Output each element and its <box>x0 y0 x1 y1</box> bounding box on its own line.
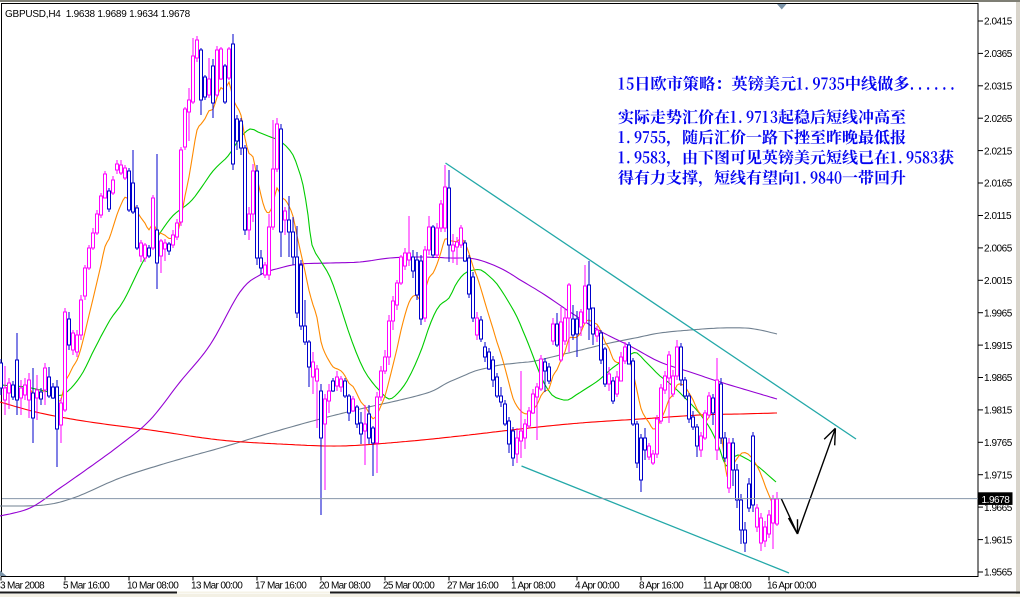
svg-text:20 Mar 08:00: 20 Mar 08:00 <box>319 581 371 592</box>
svg-text:16 Apr 00:00: 16 Apr 00:00 <box>767 581 817 592</box>
svg-text:10 Mar 08:00: 10 Mar 08:00 <box>127 581 179 592</box>
svg-text:5 Mar 16:00: 5 Mar 16:00 <box>63 581 110 592</box>
svg-text:GBPUSD,H4 1.9638 1.9689 1.963: GBPUSD,H4 1.9638 1.9689 1.9634 1.9678 <box>5 9 191 20</box>
svg-text:8 Apr 16:00: 8 Apr 16:00 <box>639 581 684 592</box>
svg-text:1 Apr 08:00: 1 Apr 08:00 <box>511 581 556 592</box>
svg-text:2.0365: 2.0365 <box>984 49 1013 60</box>
svg-text:1.9965: 1.9965 <box>984 308 1013 319</box>
svg-text:2.0115: 2.0115 <box>984 211 1012 222</box>
svg-text:2.0215: 2.0215 <box>984 146 1013 157</box>
svg-text:1.9815: 1.9815 <box>984 406 1013 417</box>
svg-text:2.0265: 2.0265 <box>984 114 1013 125</box>
svg-text:2.0415: 2.0415 <box>984 17 1013 28</box>
svg-text:2.0015: 2.0015 <box>984 276 1013 287</box>
svg-text:1.9678: 1.9678 <box>982 495 1011 506</box>
svg-text:2.0165: 2.0165 <box>984 179 1013 190</box>
svg-text:2.0315: 2.0315 <box>984 82 1013 93</box>
svg-text:2.0065: 2.0065 <box>984 244 1013 255</box>
svg-text:1.9765: 1.9765 <box>984 438 1013 449</box>
svg-text:1.9915: 1.9915 <box>984 341 1013 352</box>
svg-text:27 Mar 16:00: 27 Mar 16:00 <box>447 581 499 592</box>
svg-text:1.9865: 1.9865 <box>984 373 1013 384</box>
svg-text:25 Mar 00:00: 25 Mar 00:00 <box>383 581 435 592</box>
svg-text:1.9665: 1.9665 <box>984 503 1013 514</box>
svg-text:1.9715: 1.9715 <box>984 470 1013 481</box>
svg-text:4 Apr 00:00: 4 Apr 00:00 <box>575 581 620 592</box>
svg-text:13 Mar 00:00: 13 Mar 00:00 <box>191 581 243 592</box>
svg-text:1.9615: 1.9615 <box>984 535 1013 546</box>
svg-text:1.9565: 1.9565 <box>984 568 1013 579</box>
svg-text:17 Mar 16:00: 17 Mar 16:00 <box>255 581 307 592</box>
svg-text:11 Apr 08:00: 11 Apr 08:00 <box>703 581 752 592</box>
svg-text:3 Mar 2008: 3 Mar 2008 <box>0 581 45 592</box>
